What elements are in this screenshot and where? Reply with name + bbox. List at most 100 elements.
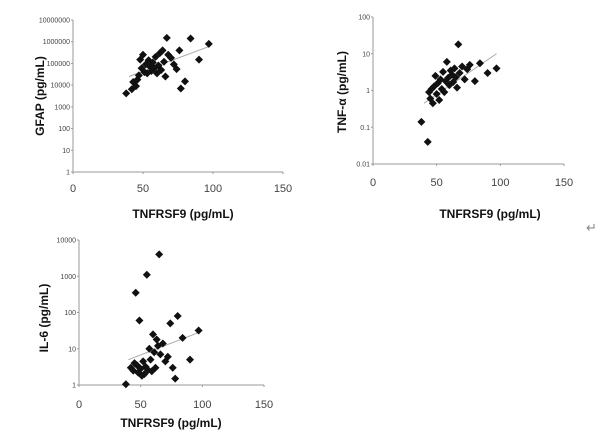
data-point-marker: [122, 89, 131, 98]
data-point-marker: [156, 350, 165, 359]
gfap-scatter-chart: 1 10 100 1000 10000 100000 1000000 10000000 0 50 1…: [33, 18, 292, 222]
data-point-marker: [454, 40, 463, 49]
data-point-marker: [145, 344, 154, 353]
y-tick-label: 1: [66, 170, 70, 177]
data-point-marker: [148, 58, 157, 67]
x-tick-label: 150: [274, 183, 292, 195]
data-point-marker: [171, 374, 180, 383]
x-axis-title: TNFRSF9 (pg/mL): [439, 207, 540, 221]
data-point-marker: [167, 53, 175, 62]
y-tick-label: 0.1: [360, 125, 370, 132]
y-tick-label: 1000: [60, 274, 76, 281]
data-point-marker: [166, 319, 175, 328]
data-point-marker: [172, 65, 181, 74]
y-tick-label: 0.01: [356, 162, 370, 169]
tnf-alpha-scatter-chart: 0.01 0.1 1 10 100 0 50 100 150 TNFRSF9 (pg/mL) TNF…: [335, 15, 573, 222]
data-point-marker: [158, 339, 167, 348]
data-point-marker: [431, 71, 440, 80]
data-point-marker: [465, 60, 474, 69]
data-point-marker: [483, 68, 492, 77]
data-point-marker: [146, 355, 155, 364]
y-tick-label: 10: [68, 346, 76, 353]
y-tick-label: 100000: [47, 61, 70, 68]
y-tick-label: 10: [62, 148, 70, 155]
data-point-marker: [475, 59, 484, 68]
data-point-marker: [442, 57, 451, 66]
il6-scatter-chart: 1 10 100 1000 10000 0 50 100 150 TNFRSF9 (pg/mL) I…: [37, 238, 273, 431]
data-point-marker: [186, 34, 195, 43]
data-point-marker: [160, 57, 168, 66]
data-point-marker: [121, 380, 130, 389]
x-tick-label: 0: [76, 399, 82, 411]
x-tick-label: 100: [491, 177, 509, 189]
x-tick-label: 50: [431, 177, 443, 189]
y-axis-title: IL-6 (pg/mL): [37, 284, 51, 353]
data-point-marker: [470, 77, 479, 86]
x-axis-title: TNFRSF9 (pg/mL): [120, 416, 221, 430]
x-tick-label: 100: [204, 183, 222, 195]
x-tick-label: 0: [70, 183, 76, 195]
return-mark: ↵: [586, 221, 597, 236]
data-point-marker: [176, 84, 185, 93]
data-point-marker: [428, 99, 437, 108]
y-tick-label: 10000: [57, 238, 77, 245]
data-point-marker: [131, 288, 140, 297]
x-tick-label: 50: [137, 183, 149, 195]
data-point-marker: [162, 33, 171, 42]
data-point-marker: [150, 348, 159, 357]
data-point-marker: [440, 88, 449, 97]
data-point-marker: [432, 90, 441, 99]
y-tick-label: 1: [72, 383, 76, 390]
data-point-marker: [492, 64, 501, 73]
data-point-marker: [453, 83, 462, 92]
data-point-marker: [417, 117, 426, 126]
x-tick-label: 150: [555, 177, 573, 189]
y-axis-title: TNF-α (pg/mL): [335, 51, 349, 133]
data-point-marker: [155, 250, 164, 259]
y-tick-label: 1000: [54, 104, 70, 111]
data-point-marker: [439, 67, 448, 76]
data-point-marker: [181, 77, 189, 86]
data-point-marker: [161, 72, 170, 81]
data-point-marker: [194, 326, 203, 335]
y-tick-label: 10000000: [39, 18, 70, 25]
data-point-marker: [455, 68, 464, 77]
y-tick-label: 10: [362, 51, 370, 58]
y-tick-label: 100: [58, 126, 70, 133]
data-point-marker: [168, 363, 177, 372]
data-point-marker: [451, 73, 460, 82]
x-tick-label: 0: [370, 177, 376, 189]
data-point-marker: [195, 55, 203, 64]
y-tick-label: 100: [64, 310, 76, 317]
data-point-marker: [157, 65, 166, 74]
data-point-marker: [158, 46, 167, 55]
data-point-marker: [204, 39, 213, 48]
x-axis-title: TNFRSF9 (pg/mL): [132, 207, 233, 221]
data-point-marker: [144, 56, 153, 65]
data-point-marker: [178, 333, 187, 342]
x-tick-label: 150: [255, 399, 273, 411]
data-point-marker: [435, 96, 444, 105]
y-tick-label: 1: [366, 88, 370, 95]
data-point-marker: [173, 312, 182, 321]
data-point-marker: [149, 330, 157, 339]
data-point-marker: [163, 352, 172, 361]
data-point-marker: [152, 335, 161, 344]
data-point-marker: [151, 363, 160, 372]
data-point-marker: [151, 52, 160, 61]
y-axis-title: GFAP (pg/mL): [33, 56, 47, 136]
data-point-marker: [135, 316, 144, 325]
data-point-marker: [139, 50, 147, 59]
data-point-marker: [186, 355, 194, 364]
y-tick-label: 10000: [51, 83, 71, 90]
data-point-marker: [175, 46, 184, 55]
data-point-marker: [134, 71, 143, 80]
data-point-marker: [423, 137, 432, 146]
data-point-marker: [142, 270, 151, 279]
y-tick-label: 100: [358, 15, 370, 22]
data-point-marker: [460, 75, 469, 84]
y-tick-label: 1000000: [43, 39, 70, 46]
x-tick-label: 100: [193, 399, 211, 411]
data-point-marker: [450, 64, 459, 73]
